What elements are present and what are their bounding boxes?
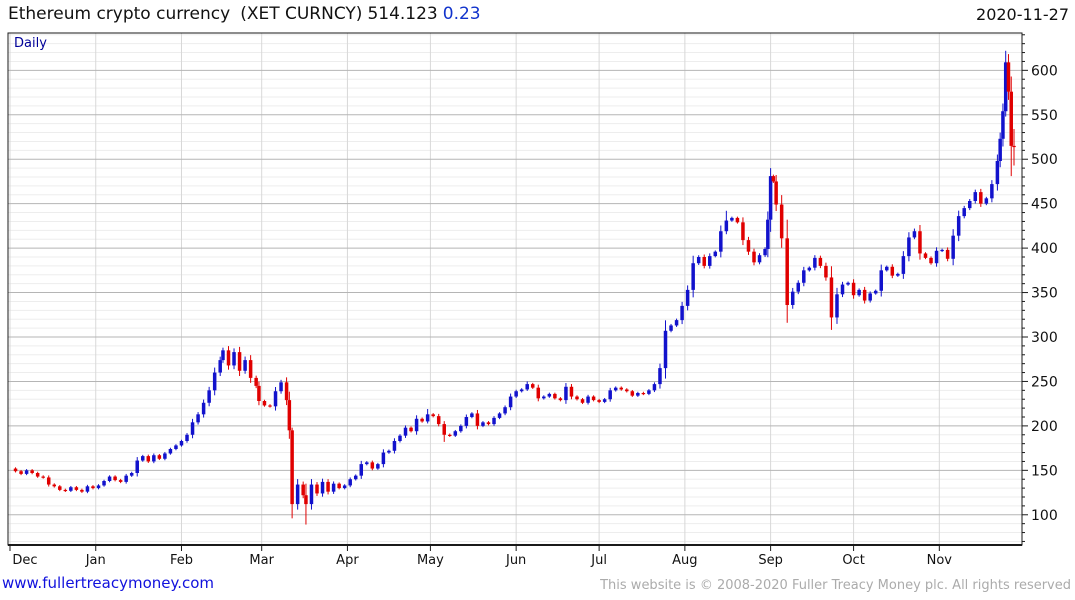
svg-text:400: 400 <box>1031 241 1058 257</box>
copyright-text: This website is © 2008-2020 Fuller Treac… <box>600 578 1071 593</box>
price-change: 0.23 <box>442 4 481 24</box>
instrument-ticker: (XET CURNCY) <box>240 4 363 24</box>
chart-date: 2020-11-27 <box>976 5 1069 24</box>
svg-text:Nov: Nov <box>927 553 953 568</box>
svg-text:Apr: Apr <box>336 553 359 568</box>
svg-text:Sep: Sep <box>758 553 783 568</box>
svg-text:100: 100 <box>1031 508 1058 524</box>
instrument-name: Ethereum crypto currency <box>8 4 231 24</box>
svg-text:550: 550 <box>1031 108 1058 124</box>
chart-title: Ethereum crypto currency (XET CURNCY) 514.… <box>8 4 481 24</box>
frequency-label: Daily <box>14 36 47 51</box>
svg-text:Aug: Aug <box>672 553 697 568</box>
svg-text:May: May <box>417 553 444 568</box>
last-price: 514.123 <box>367 4 438 24</box>
site-link[interactable]: www.fullertreacymoney.com <box>2 574 215 592</box>
svg-text:Jan: Jan <box>85 553 106 568</box>
svg-text:Jun: Jun <box>505 553 526 568</box>
svg-text:Jul: Jul <box>590 553 607 568</box>
price-chart[interactable]: 100 150 200 250 300 350 400 450 500 550 600 Dec Jan F… <box>0 0 1075 572</box>
svg-text:Oct: Oct <box>842 553 864 568</box>
svg-text:Mar: Mar <box>249 553 274 568</box>
svg-text:600: 600 <box>1031 63 1058 79</box>
svg-text:Dec: Dec <box>12 553 37 568</box>
svg-text:450: 450 <box>1031 197 1058 213</box>
svg-text:500: 500 <box>1031 152 1058 168</box>
svg-text:150: 150 <box>1031 463 1058 479</box>
svg-text:Feb: Feb <box>170 553 193 568</box>
svg-text:300: 300 <box>1031 330 1058 346</box>
svg-text:250: 250 <box>1031 374 1058 390</box>
svg-text:350: 350 <box>1031 286 1058 302</box>
svg-text:200: 200 <box>1031 419 1058 435</box>
